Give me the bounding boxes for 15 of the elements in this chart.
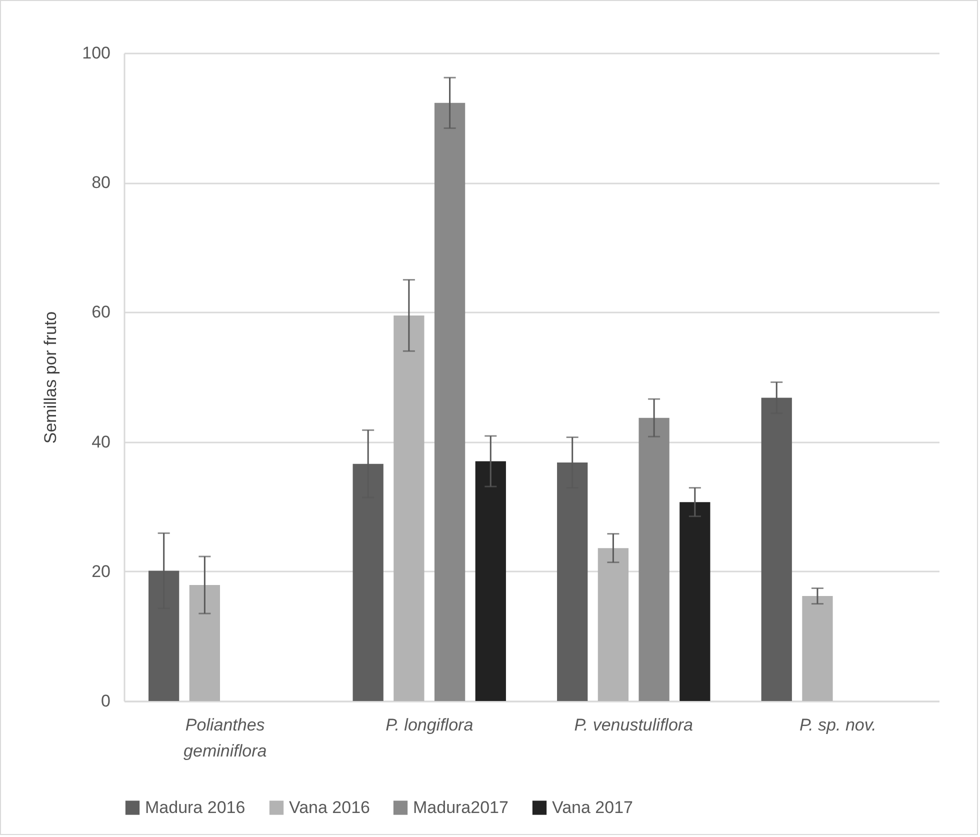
y-tick-label: 40: [92, 432, 110, 452]
legend-label: Vana 2016: [289, 798, 370, 817]
y-tick-label: 20: [92, 562, 110, 581]
legend-label: Madura2017: [413, 798, 508, 817]
y-tick-label: 60: [92, 302, 110, 322]
x-tick-label: P. longiflora: [386, 716, 474, 734]
y-tick-label: 80: [92, 173, 110, 192]
legend-label: Madura 2016: [145, 798, 246, 817]
x-tick-label: Polianthes geminiflora: [184, 716, 267, 760]
legend-label: Vana 2017: [552, 798, 633, 817]
y-axis-title: Semillas por fruto: [41, 311, 60, 444]
x-tick-label: P. sp. nov.: [799, 716, 876, 734]
y-tick-label: 0: [101, 692, 110, 710]
x-tick-label: P. venustuliflora: [574, 716, 694, 734]
y-tick-label: 100: [82, 44, 110, 62]
